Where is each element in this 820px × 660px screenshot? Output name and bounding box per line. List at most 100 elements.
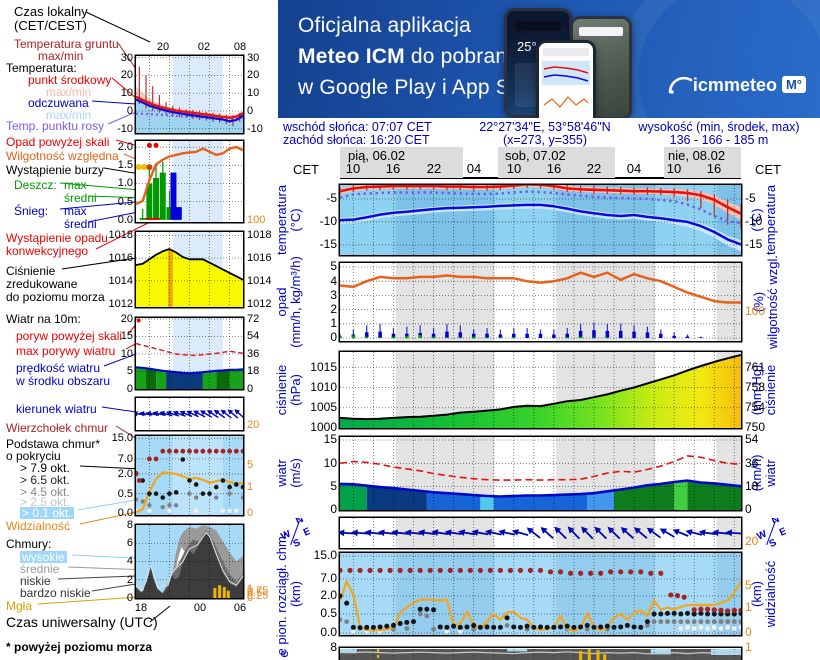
panel-temp	[339, 180, 742, 255]
axis-tick-right: -10	[247, 123, 263, 135]
panel-wind	[339, 437, 742, 510]
axis-tick-right: 18	[247, 365, 260, 377]
axis-tick-left: 0	[126, 383, 133, 395]
axis-tick-left: 1016	[108, 252, 133, 264]
axis-tick-left: 1014	[108, 275, 133, 287]
panel-cloudcover	[339, 648, 742, 660]
axis-tick-right: 0	[247, 507, 254, 519]
axis-tick-right: 54	[247, 330, 260, 342]
axis-tick-right: 36	[247, 348, 260, 360]
axis-tick-right: 0	[247, 383, 254, 395]
legend-wysokie: wysokie	[20, 550, 67, 564]
phone-mini-meteogram	[542, 61, 590, 108]
axis-tick-right: 1016	[247, 252, 272, 264]
axis-label-visibility-right: (km) widzialność	[749, 560, 778, 628]
axis-tick-left: 1000	[310, 420, 337, 434]
legend-punkt-srodkowy: punkt środkowy	[28, 73, 112, 87]
legend-odcz-maxmin: max/min	[46, 108, 92, 122]
legend-wilgotnosc: Wilgotność względna	[6, 149, 119, 163]
axis-tick-left: 7.0	[320, 571, 337, 585]
banner-line-3: w Google Play i App Store	[298, 76, 547, 99]
day-band	[498, 147, 615, 178]
svg-text:E: E	[302, 526, 310, 539]
time-axis-tick: 10	[345, 161, 361, 176]
legend-deszcz-max: max	[64, 178, 87, 192]
legend-opad-konw-2: konwekcyjnego	[6, 244, 89, 258]
axis-tick-right: 758	[745, 380, 766, 394]
legend-okt-65: > 6.5 okt.	[20, 473, 70, 487]
axis-tick-right: 18	[745, 479, 759, 493]
axis-tick-left: 0.5	[117, 196, 133, 208]
time-axis-tick: 10	[506, 161, 522, 176]
axis-tick-left: 5	[330, 259, 337, 273]
axis-tick-right: 1014	[247, 275, 272, 287]
logo-m-badge: M°	[781, 76, 806, 93]
panel-clouds	[337, 553, 744, 635]
banner-line-2: Meteo ICM do pobrania	[298, 45, 524, 68]
legend-cisnienie-3: do poziomu morza	[6, 290, 105, 304]
legend-burza: Wystąpienie burzy	[6, 163, 104, 177]
panel-winddir	[337, 518, 743, 548]
time-axis-tick: 16	[546, 161, 562, 176]
legend-deszcz: Deszcz:	[14, 178, 57, 192]
elevation-label: wysokość (min, środek, max)	[638, 120, 800, 134]
legend-okt-25: > 2.5 okt.	[20, 495, 70, 509]
time-axis-tick: 10	[666, 161, 682, 176]
sunrise-time: wschód słońca: 07:07 CET	[283, 120, 432, 134]
day-label: sob, 07.02	[505, 148, 566, 163]
panel-m4	[135, 318, 244, 389]
axis-tick-right: 750	[745, 420, 766, 434]
model-grid-point: (x=273, y=355)	[502, 133, 588, 147]
axis-tick-left: 0.5	[320, 606, 337, 620]
logo-swoosh-icon	[668, 76, 693, 94]
axis-tick-left: -10	[319, 214, 337, 228]
legend-snieg: Śnieg:	[14, 204, 49, 218]
banner-line-1: Oficjalna aplikacja	[298, 14, 472, 37]
elevation-values: 136 - 166 - 185 m	[669, 133, 769, 147]
day-band	[340, 147, 463, 178]
time-tick: 18	[134, 602, 148, 614]
axis-tick-left: 15	[120, 330, 133, 342]
cet-label-left: CET	[293, 162, 319, 177]
legend-mgla: Mgła	[6, 599, 33, 613]
axis-tick-left: 0.0	[117, 507, 133, 519]
time-axis-tick: 22	[426, 161, 442, 176]
axis-tick-right: 54	[745, 432, 759, 446]
legend-temperatura: Temperatura:	[6, 61, 77, 75]
axis-tick-right: 20	[247, 69, 260, 81]
legend-czas-utc: Czas uniwersalny (UTC)	[6, 614, 158, 630]
panel-m5	[133, 436, 246, 515]
axis-tick-right: 72	[247, 313, 260, 325]
axis-tick-left: 20	[120, 313, 133, 325]
axis-tick-left: 8	[126, 519, 133, 531]
axis-tick-right: 20	[745, 534, 759, 548]
axis-tick-left: 1005	[310, 400, 337, 414]
axis-tick-left: 0.0	[320, 625, 337, 639]
day-label: nie, 08.02	[668, 148, 726, 163]
legend-footnote: * powyżej poziomu morza	[6, 640, 153, 654]
legend-okt-79: > 7.9 okt.	[20, 461, 70, 475]
axis-tick-left: 1	[330, 316, 337, 330]
panel-m6	[135, 525, 244, 598]
axis-tick-left: 7.0	[117, 453, 133, 465]
time-tick: 00	[193, 602, 207, 614]
time-axis-tick: 04	[466, 161, 482, 176]
svg-text:N: N	[770, 518, 781, 527]
axis-tick-right: 1	[247, 481, 254, 493]
axis-tick-left: 2.0	[117, 468, 133, 480]
time-axis-tick: 04	[626, 161, 642, 176]
axis-tick-right: 1	[745, 600, 752, 614]
axis-tick-left: 3	[330, 288, 337, 302]
app-banner[interactable]: Oficjalna aplikacja Meteo ICM do pobrani…	[278, 0, 820, 118]
svg-text:S: S	[768, 537, 779, 548]
legend-temp-maxmin: max/min	[46, 85, 92, 99]
legend-chmury: Chmury:	[6, 537, 52, 551]
axis-tick-left: -5	[326, 191, 337, 205]
axis-tick-right: 1	[745, 640, 752, 654]
time-axis-tick: 16	[706, 161, 722, 176]
axis-tick-right: 0.5	[247, 587, 263, 599]
axis-tick-left: -15	[319, 237, 337, 251]
axis-tick-left: 10	[323, 456, 337, 470]
